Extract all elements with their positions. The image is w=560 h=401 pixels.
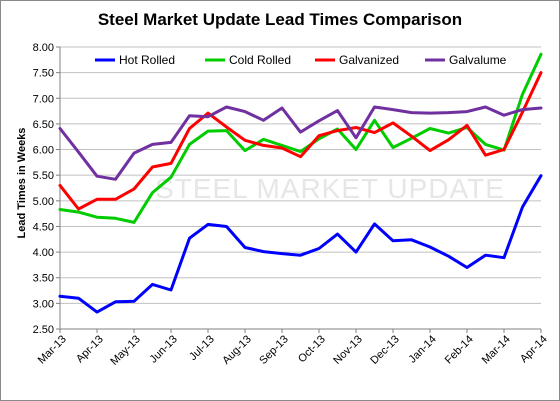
y-tick-label: 5.00 [33, 196, 54, 208]
legend-label: Galvanized [339, 53, 399, 67]
x-tick-label: Mar-14 [480, 333, 513, 366]
x-tick-label: Sep-13 [257, 333, 291, 367]
y-tick-label: 4.50 [33, 221, 54, 233]
y-axis-ticks: 2.50 3.00 3.50 4.00 4.50 5.00 5.50 6.00 6.50 7.00… [33, 42, 60, 336]
series-line-galvalume [58, 105, 543, 181]
y-tick-label: 3.50 [33, 273, 54, 285]
x-tick-label: Jun-13 [148, 333, 180, 365]
x-axis-ticks: Mar-13 Apr-13 May-13 Jun-13 Jul-13 Aug-13 Sep-… [36, 329, 550, 368]
y-tick-label: 6.50 [33, 119, 54, 131]
x-tick-label: Jul-13 [187, 333, 217, 363]
x-tick-label: Jan-14 [407, 333, 439, 365]
x-tick-label: Apr-13 [74, 333, 106, 365]
x-tick-label: Nov-13 [331, 333, 365, 367]
legend: Hot Rolled Cold Rolled Galvanized Galvalume [95, 53, 507, 67]
y-tick-label: 2.50 [33, 324, 54, 336]
y-tick-label: 7.50 [33, 68, 54, 80]
y-tick-label: 5.50 [33, 170, 54, 182]
series-lines [58, 52, 543, 314]
x-tick-label: Oct-13 [296, 333, 328, 365]
y-tick-label: 7.00 [33, 93, 54, 105]
series-line-hot-rolled [58, 174, 543, 314]
x-tick-label: Aug-13 [220, 333, 254, 367]
x-tick-label: Apr-14 [518, 333, 550, 365]
y-tick-label: 4.00 [33, 247, 54, 259]
y-tick-label: 6.00 [33, 145, 54, 157]
axes [59, 47, 541, 330]
y-tick-label: 3.00 [33, 298, 54, 310]
legend-label: Galvalume [449, 53, 507, 67]
x-tick-label: Mar-13 [36, 333, 69, 366]
legend-label: Cold Rolled [229, 53, 291, 67]
legend-label: Hot Rolled [119, 53, 175, 67]
chart-title: Steel Market Update Lead Times Compariso… [97, 10, 463, 29]
x-tick-label: May-13 [108, 333, 142, 367]
x-tick-label: Dec-13 [368, 333, 402, 367]
series-line-galvanized [58, 71, 543, 211]
x-tick-label: Feb-14 [443, 333, 476, 366]
y-tick-label: 8.00 [33, 42, 54, 54]
gridlines [60, 46, 541, 330]
watermark: STEEL MARKET UPDATE [155, 173, 505, 204]
